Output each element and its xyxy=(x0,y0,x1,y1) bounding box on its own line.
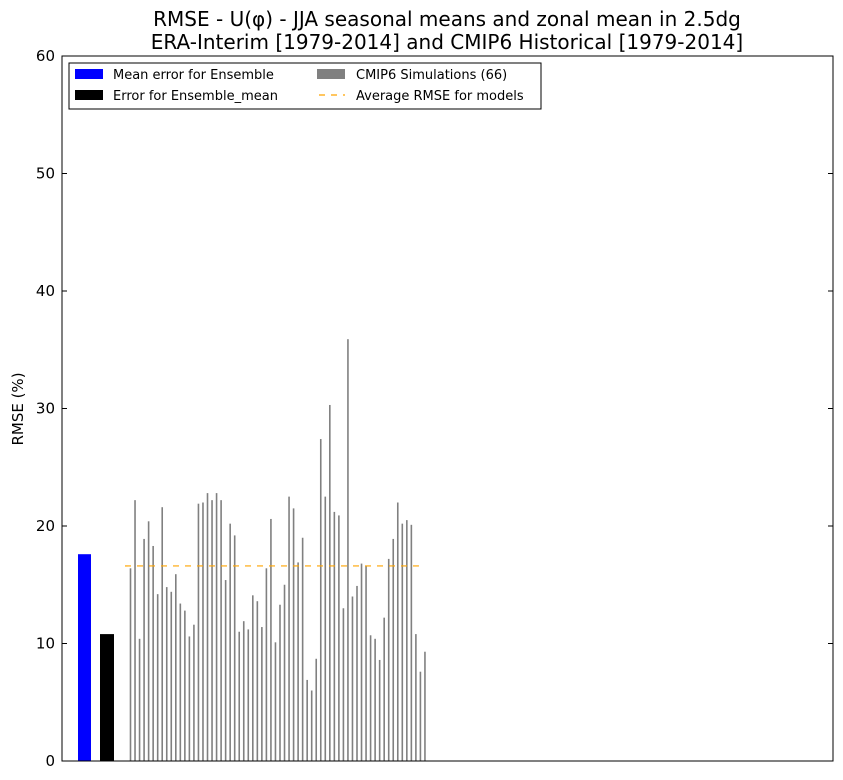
bar-cmip6-simulation xyxy=(419,671,422,761)
bar-cmip6-simulation xyxy=(324,496,327,761)
bar-cmip6-simulation xyxy=(233,535,236,761)
bar-cmip6-simulation xyxy=(193,624,195,761)
bar-cmip6-simulation xyxy=(202,502,204,761)
bar-cmip6-simulation xyxy=(306,679,308,761)
bar-cmip6-simulation xyxy=(220,500,222,761)
bar-cmip6-simulation xyxy=(297,562,299,761)
y-tick-label: 10 xyxy=(36,635,55,653)
bar-ensemble-mean-error xyxy=(78,554,91,761)
bar-cmip6-simulation xyxy=(175,574,177,761)
bar-cmip6-simulation xyxy=(161,507,164,761)
y-axis-label: RMSE (%) xyxy=(9,372,27,445)
bar-cmip6-simulation xyxy=(424,651,426,761)
bar-cmip6-simulation xyxy=(184,610,186,761)
bar-cmip6-simulation xyxy=(256,601,259,761)
bar-cmip6-simulation xyxy=(147,521,150,761)
bar-cmip6-simulation xyxy=(138,638,141,761)
bar-cmip6-simulation xyxy=(206,493,209,761)
legend-label-cmip6: CMIP6 Simulations (66) xyxy=(356,68,507,83)
bar-cmip6-simulation xyxy=(333,511,336,761)
bar-cmip6-simulation xyxy=(415,634,417,761)
bar-cmip6-simulation xyxy=(197,503,200,761)
bar-cmip6-simulation xyxy=(387,558,390,761)
legend-label-ensemble-mean-error: Mean error for Ensemble xyxy=(113,68,274,83)
bar-cmip6-simulation xyxy=(410,524,413,761)
bar-cmip6-simulation xyxy=(374,638,376,761)
bar-cmip6-simulation xyxy=(365,565,367,761)
bar-cmip6-simulation xyxy=(338,515,340,761)
bar-cmip6-simulation xyxy=(347,339,349,761)
bar-cmip6-simulation xyxy=(356,585,358,761)
bar-cmip6-simulation xyxy=(229,523,231,761)
bar-cmip6-simulation xyxy=(319,439,322,761)
bar-cmip6-simulation xyxy=(329,404,331,761)
bar-cmip6-simulation xyxy=(383,617,385,761)
bar-cmip6-simulation xyxy=(406,520,408,761)
bar-cmip6-simulation xyxy=(252,595,254,761)
bar-cmip6-simulation xyxy=(351,596,354,761)
bar-cmip6-simulation xyxy=(270,518,272,761)
bar-cmip6-simulation xyxy=(261,627,263,761)
y-tick-label: 50 xyxy=(36,165,55,183)
bar-cmip6-simulation xyxy=(360,563,363,761)
bar-cmip6-simulation xyxy=(283,584,286,761)
y-tick-label: 60 xyxy=(36,47,55,65)
bar-cmip6-simulation xyxy=(274,642,277,761)
bar-cmip6-simulation xyxy=(238,631,241,761)
legend-label-ensemble-mean: Error for Ensemble_mean xyxy=(113,89,278,104)
bar-cmip6-simulation xyxy=(369,635,372,761)
bar-cmip6-simulation xyxy=(292,508,295,761)
bar-cmip6-simulation xyxy=(378,659,381,761)
bar-cmip6-simulation xyxy=(315,658,318,761)
bar-cmip6-simulation xyxy=(224,580,227,761)
bar-cmip6-simulation xyxy=(188,636,191,761)
bar-cmip6-simulation xyxy=(247,629,250,761)
bars xyxy=(78,339,426,761)
bar-cmip6-simulation xyxy=(279,604,281,761)
bar-cmip6-simulation xyxy=(310,690,313,761)
bar-cmip6-simulation xyxy=(265,568,268,761)
bar-cmip6-simulation xyxy=(342,608,345,761)
bar-cmip6-simulation xyxy=(179,603,182,761)
bar-cmip6-simulation xyxy=(156,594,159,761)
chart-subtitle: ERA-Interim [1979-2014] and CMIP6 Histor… xyxy=(151,30,743,54)
legend-swatch-cmip6 xyxy=(317,69,345,79)
bar-cmip6-simulation xyxy=(288,496,290,761)
bar-cmip6-simulation xyxy=(152,545,154,761)
bar-cmip6-simulation xyxy=(165,587,168,761)
bar-cmip6-simulation xyxy=(396,502,399,761)
legend-frame xyxy=(68,62,542,110)
bar-cmip6-simulation xyxy=(392,538,395,761)
bar-cmip6-simulation xyxy=(211,500,213,761)
bar-cmip6-simulation xyxy=(134,500,136,761)
legend-swatch-ensemble-mean-error xyxy=(75,69,103,79)
bar-cmip6-simulation xyxy=(170,591,173,761)
legend-swatch-ensemble-mean xyxy=(75,90,103,100)
y-tick-label: 30 xyxy=(36,400,55,418)
plot-frame xyxy=(61,55,834,762)
bar-cmip6-simulation xyxy=(301,537,304,761)
y-axis-ticks: 0 10 20 30 40 50 60 xyxy=(36,47,833,770)
legend-label-average-rmse: Average RMSE for models xyxy=(356,89,524,104)
bar-cmip6-simulation xyxy=(242,621,245,761)
chart-title: RMSE - U(φ) - JJA seasonal means and zon… xyxy=(153,7,741,31)
bar-cmip6-simulation xyxy=(143,538,145,761)
y-tick-label: 40 xyxy=(36,282,55,300)
legend: Mean error for Ensemble Error for Ensemb… xyxy=(68,62,542,110)
y-tick-label: 20 xyxy=(36,517,55,535)
bar-cmip6-simulation xyxy=(129,568,132,761)
bar-cmip6-simulation xyxy=(401,523,404,761)
bar-ensemble-mean xyxy=(100,634,114,761)
y-tick-label: 0 xyxy=(45,752,55,770)
bar-cmip6-simulation xyxy=(215,493,218,761)
